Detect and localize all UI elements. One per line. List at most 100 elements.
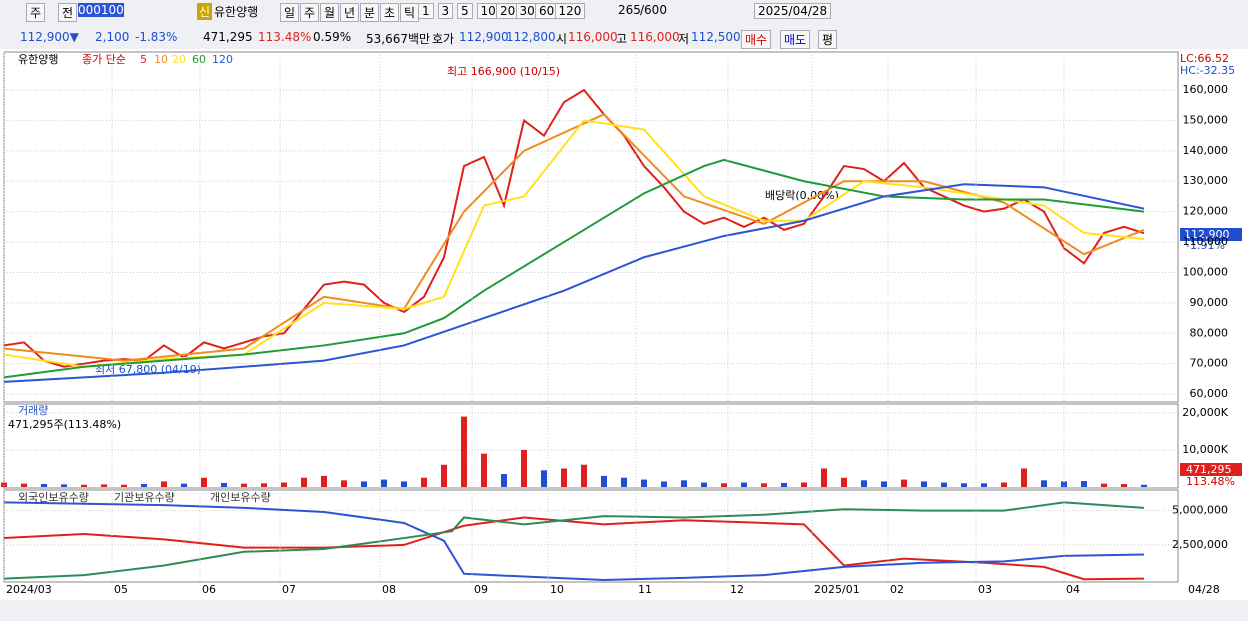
- series-line: [3, 183, 1145, 383]
- unit[interactable]: 분: [360, 3, 380, 22]
- unit[interactable]: 년: [340, 3, 360, 22]
- x-tick-label: 11: [638, 583, 652, 596]
- open-label: 시: [556, 32, 568, 46]
- volume-bar: [221, 482, 227, 487]
- volume-bar: [621, 477, 627, 487]
- series-line: [3, 501, 1145, 580]
- volume-bar: [521, 449, 527, 487]
- y-tick-label: 100,000: [1183, 265, 1229, 278]
- low-label: 저: [678, 32, 690, 46]
- volume-bar: [141, 484, 147, 487]
- y-tick-label: 2,500,000: [1172, 538, 1228, 551]
- volume-info: 471,295주(113.48%): [8, 418, 121, 431]
- volume-bar: [1121, 484, 1127, 487]
- high-note: 최고 166,900 (10/15): [447, 65, 560, 78]
- vol-rate: 113.48%: [258, 30, 312, 44]
- volume-bar: [101, 484, 107, 487]
- sell[interactable]: 매도: [780, 30, 811, 49]
- unit[interactable]: 틱: [400, 3, 420, 22]
- volume-bar: [821, 468, 827, 487]
- x-tick-label: 04: [1066, 583, 1080, 596]
- ask-label: 호가: [432, 32, 455, 46]
- prev[interactable]: 전: [58, 3, 78, 22]
- volume-bar: [1001, 482, 1007, 487]
- count[interactable]: 3: [437, 3, 454, 19]
- volume-title: 거래량: [18, 404, 48, 417]
- open: 116,000: [568, 30, 618, 44]
- volume-bar: [281, 482, 287, 487]
- high: 116,000: [630, 30, 680, 44]
- volume-bar: [1141, 484, 1147, 487]
- unit[interactable]: 월: [320, 3, 340, 22]
- volume-bar: [601, 475, 607, 487]
- count[interactable]: 10: [476, 3, 500, 19]
- legend-entry: 5: [140, 53, 147, 66]
- amount: 53,667백만: [366, 32, 431, 46]
- x-tick-label: 07: [282, 583, 296, 596]
- legend-entry: 기관보유수량: [114, 491, 175, 504]
- count[interactable]: 1: [418, 3, 434, 19]
- change: 2,100: [95, 30, 130, 44]
- legend-entry: 외국인보유수량: [18, 491, 89, 504]
- volume-bar: [561, 468, 567, 487]
- x-tick-label: 08: [382, 583, 396, 596]
- volume-bar: [461, 416, 467, 487]
- volume-bar: [1061, 481, 1067, 487]
- volume-box: [1180, 463, 1242, 476]
- total: /600: [640, 3, 667, 17]
- period[interactable]: 주: [26, 3, 46, 22]
- volume-bar: [661, 481, 667, 487]
- date[interactable]: 2025/04/28: [754, 3, 832, 19]
- buy[interactable]: 매수: [741, 30, 772, 49]
- volume-bar: [581, 464, 587, 487]
- chart: 유한양행 종가 단순 최고 166,900 (10/15) 최저 67,800 …: [0, 49, 1248, 621]
- legend-entry: 10: [154, 53, 168, 66]
- volume-bar: [241, 483, 247, 487]
- y-tick-label: 70,000: [1190, 357, 1229, 370]
- unit[interactable]: 초: [380, 3, 400, 22]
- code[interactable]: 000100: [78, 3, 124, 17]
- count[interactable]: 5: [457, 3, 473, 19]
- count[interactable]: 120: [554, 3, 586, 19]
- volume-bar: [641, 479, 647, 487]
- volume-bar: [181, 483, 187, 487]
- shown: 265: [618, 3, 641, 17]
- volume-bar: [1101, 483, 1107, 487]
- volume-rate: 113.48%: [1186, 475, 1235, 488]
- volume-bar: [701, 482, 707, 487]
- stock: 유한양행: [18, 53, 58, 66]
- scroll-bar[interactable]: [0, 600, 1248, 621]
- volume-bar: [501, 474, 507, 487]
- legend-entry: 60: [192, 53, 206, 66]
- volume-bar: [861, 480, 867, 487]
- x-tick-label: 02: [890, 583, 904, 596]
- low: 112,500: [691, 30, 741, 44]
- volume-bar: [941, 482, 947, 487]
- ask: 112,900: [459, 30, 509, 44]
- x-tick-label: 09: [474, 583, 488, 596]
- end-date: 04/28: [1188, 583, 1220, 596]
- series-line: [3, 501, 1145, 581]
- series-line: [3, 516, 1145, 581]
- volume-bar: [481, 453, 487, 487]
- volume-bar: [781, 482, 787, 487]
- lc: LC:66.52: [1180, 52, 1229, 65]
- volume-bar: [121, 484, 127, 487]
- legend-entry: 개인보유수량: [210, 491, 271, 504]
- volume-bar: [81, 484, 87, 487]
- series-line: [3, 119, 1145, 368]
- unit[interactable]: 주: [300, 3, 320, 22]
- last-box: [1180, 228, 1242, 241]
- series-line: [3, 158, 1145, 379]
- unit[interactable]: 일: [280, 3, 300, 22]
- last-rate: -1.91%: [1186, 239, 1225, 252]
- volume-bar: [901, 479, 907, 487]
- y-tick-label: 5,000,000: [1172, 504, 1228, 517]
- y-tick-label: 140,000: [1183, 144, 1229, 157]
- legend-title: 종가 단순: [82, 53, 126, 66]
- volume-bar: [721, 483, 727, 487]
- avg[interactable]: 평: [818, 30, 838, 49]
- volume-bar: [1081, 481, 1087, 487]
